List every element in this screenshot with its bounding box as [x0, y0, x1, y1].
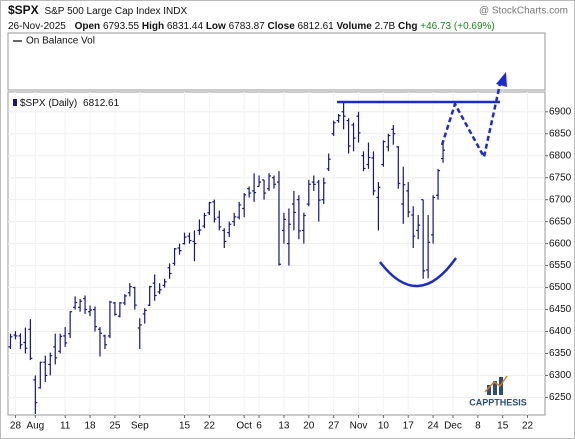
- bars: [8, 102, 446, 415]
- x-tick-label: 15: [497, 421, 509, 432]
- logo: CAPPTHESIS: [469, 397, 527, 407]
- chg: +46.73 (+0.69%): [420, 21, 495, 32]
- x-tick-label: 6: [256, 421, 262, 432]
- y-tick-label: 6350: [549, 348, 572, 359]
- cup-curve: [379, 257, 458, 288]
- volume-label: Volume: [336, 21, 372, 32]
- x-tick-label: 27: [328, 421, 340, 432]
- x-tick-label: Sep: [131, 421, 149, 432]
- logo-icon: [484, 375, 508, 395]
- y-tick-label: 6700: [549, 194, 572, 205]
- x-tick-label: 18: [84, 421, 96, 432]
- x-tick-label: Oct: [236, 421, 252, 432]
- low-label: Low: [206, 21, 226, 32]
- low: 6783.87: [229, 21, 266, 32]
- y-tick-label: 6900: [549, 106, 572, 117]
- y-tick-label: 6500: [549, 282, 572, 293]
- x-tick-label: Nov: [350, 421, 368, 432]
- y-tick-label: 6800: [549, 150, 572, 161]
- x-tick-label: 28: [10, 421, 22, 432]
- chg-label: Chg: [398, 21, 417, 32]
- date: 26-Nov-2025: [8, 21, 66, 32]
- annotations: [337, 83, 502, 288]
- index-name: S&P 500 Large Cap Index INDX: [44, 6, 187, 17]
- x-tick-label: 8: [475, 421, 481, 432]
- y-tick-label: 6550: [549, 260, 572, 271]
- close-label: Close: [268, 21, 296, 32]
- x-tick-label: Aug: [26, 421, 44, 432]
- indicator-panel: [7, 32, 546, 91]
- legend-swatch: [13, 99, 17, 106]
- y-tick-label: 6850: [549, 128, 572, 139]
- y-tick-label: 6400: [549, 326, 572, 337]
- x-tick-label: 17: [403, 421, 415, 432]
- grid: [8, 92, 548, 418]
- y-tick-label: 6450: [549, 304, 572, 315]
- legend-name: $SPX (Daily): [20, 98, 77, 109]
- legend: $SPX (Daily) 6812.61: [20, 98, 120, 109]
- y-tick-label: 6650: [549, 216, 572, 227]
- x-tick-label: 25: [109, 421, 121, 432]
- y-tick-label: 6600: [549, 238, 572, 249]
- x-tick-label: 13: [278, 421, 290, 432]
- x-tick-label: 20: [303, 421, 315, 432]
- legend-last: 6812.61: [83, 98, 120, 109]
- x-tick-label: 15: [179, 421, 191, 432]
- y-tick-label: 6300: [549, 370, 572, 381]
- x-tick-label: 10: [378, 421, 390, 432]
- high-label: High: [142, 21, 164, 32]
- high: 6831.44: [167, 21, 204, 32]
- open: 6793.55: [103, 21, 140, 32]
- price-panel: [7, 91, 546, 416]
- volume: 2.7B: [375, 21, 396, 32]
- x-tick-label: Dec: [444, 421, 462, 432]
- x-tick-label: 24: [428, 421, 440, 432]
- y-tick-label: 6250: [549, 392, 572, 403]
- x-tick-label: 11: [60, 421, 71, 432]
- header-line-2: 26-Nov-2025 Open 6793.55 High 6831.44 Lo…: [8, 21, 495, 32]
- projection-arrow: [496, 72, 507, 87]
- symbol: $SPX: [8, 3, 39, 17]
- open-label: Open: [75, 21, 101, 32]
- close: 6812.61: [298, 21, 335, 32]
- header-line-1: $SPX S&P 500 Large Cap Index INDX: [8, 3, 187, 17]
- x-tick-label: 22: [204, 421, 216, 432]
- source: @ StockCharts.com: [479, 6, 568, 17]
- x-tick-label: 22: [522, 421, 534, 432]
- y-tick-label: 6750: [549, 172, 572, 183]
- indicator-legend: On Balance Vol: [26, 36, 95, 47]
- projection: [440, 83, 502, 161]
